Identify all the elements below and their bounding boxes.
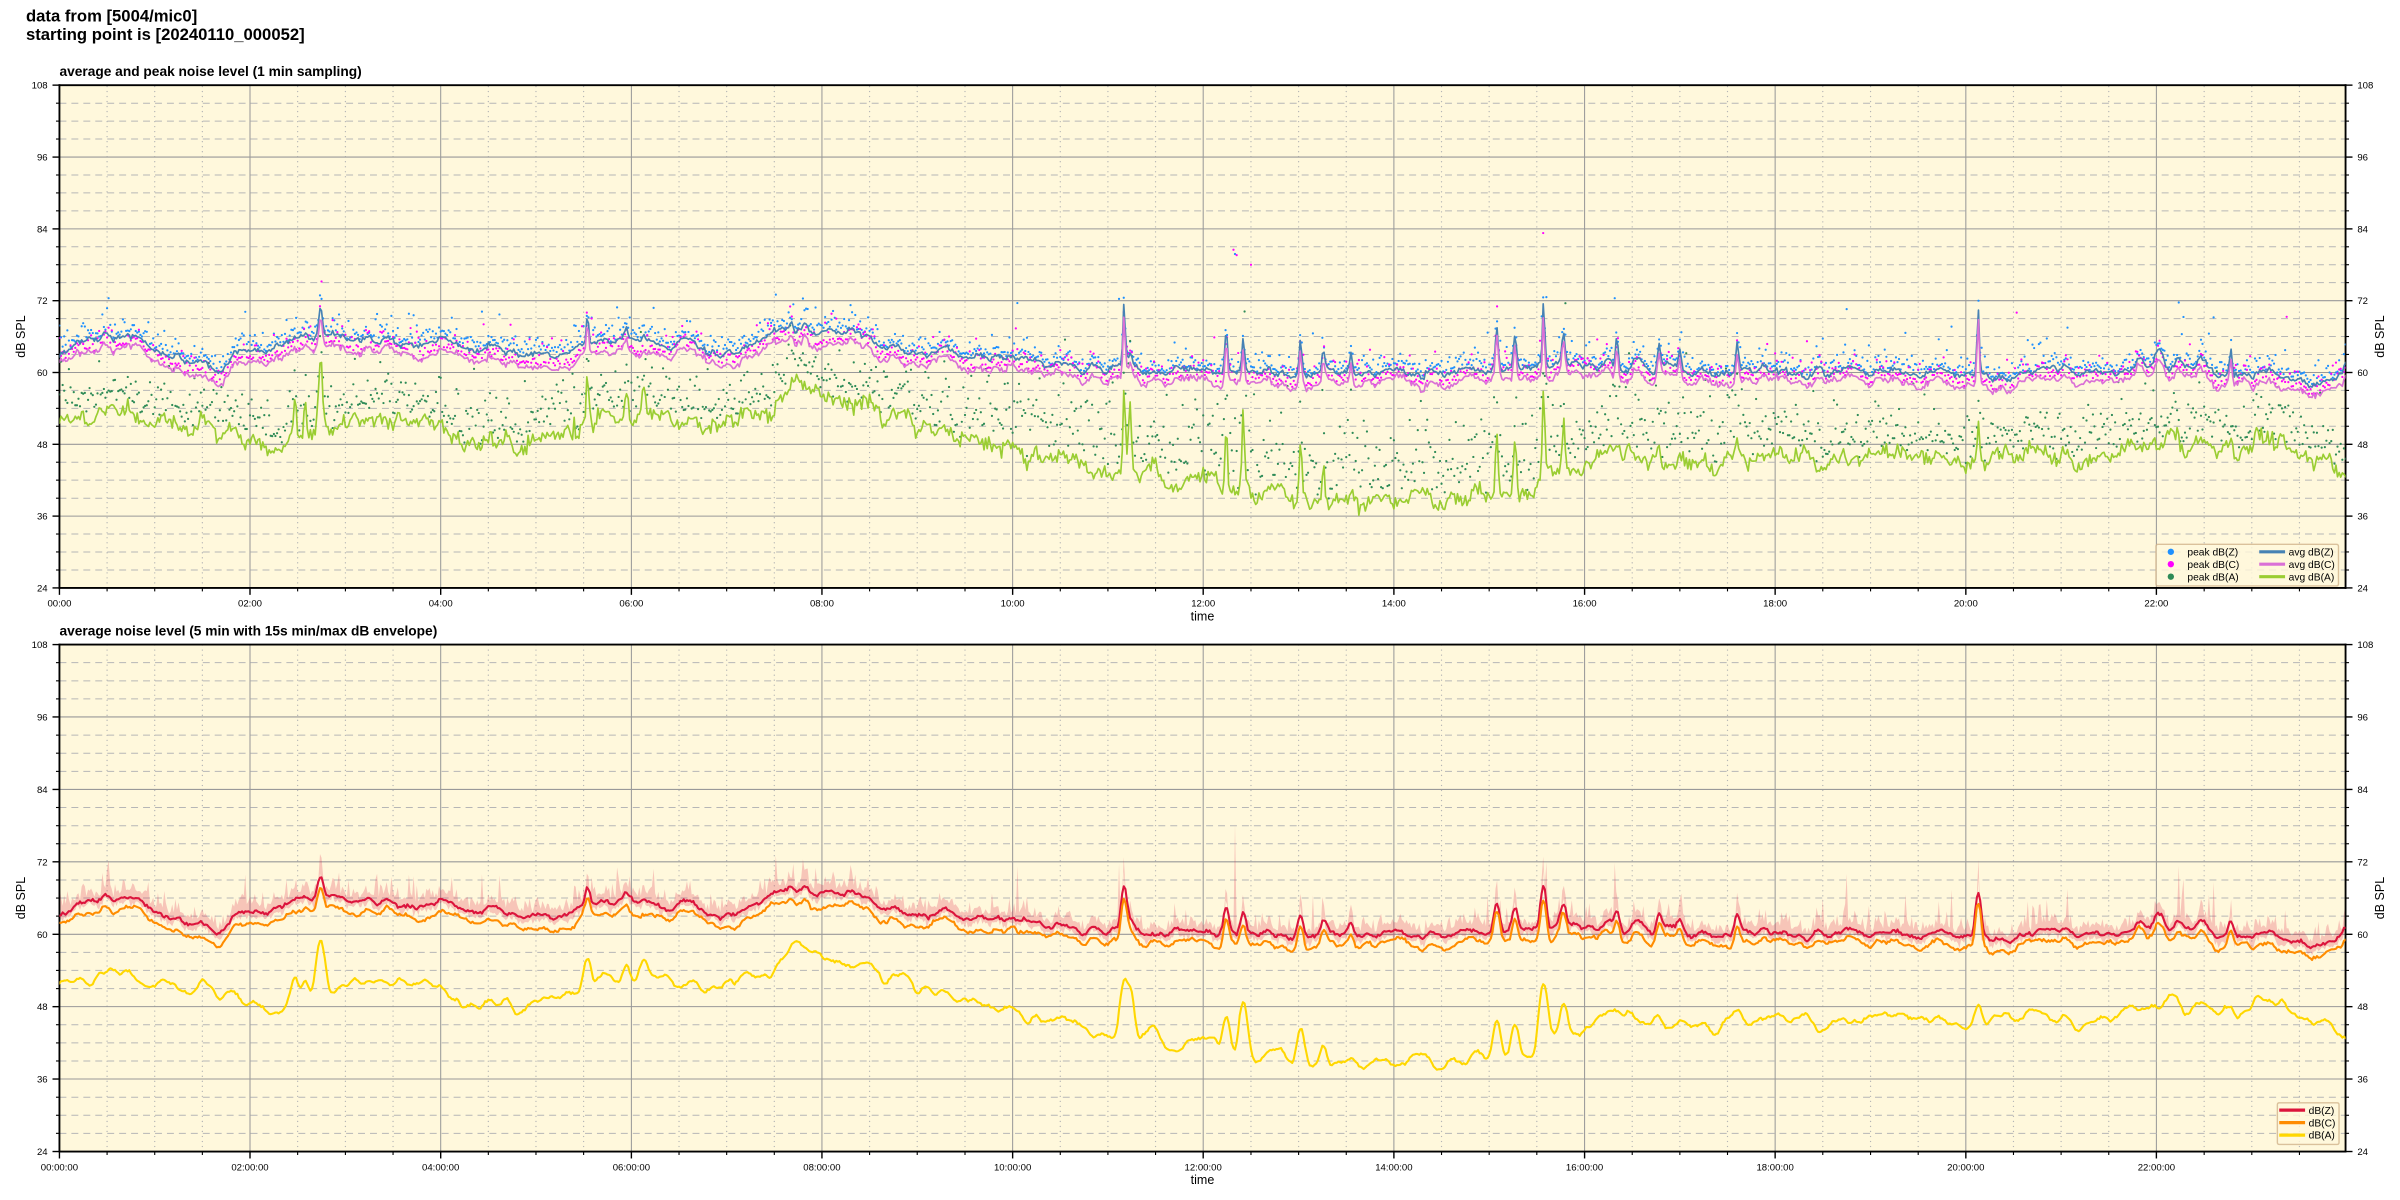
svg-text:16:00:00: 16:00:00 [1566, 1162, 1603, 1173]
svg-text:10:00: 10:00 [1001, 599, 1025, 610]
svg-text:22:00: 22:00 [2144, 599, 2168, 610]
svg-text:60: 60 [2357, 368, 2368, 379]
svg-text:dB SPL: dB SPL [2373, 877, 2387, 919]
svg-text:48: 48 [2357, 440, 2368, 451]
svg-text:02:00: 02:00 [238, 599, 262, 610]
svg-text:96: 96 [2357, 153, 2368, 164]
svg-text:72: 72 [2357, 857, 2368, 868]
svg-text:average noise level (5 min wit: average noise level (5 min with 15s min/… [59, 624, 437, 639]
svg-text:96: 96 [37, 712, 48, 723]
svg-text:12:00:00: 12:00:00 [1185, 1162, 1222, 1173]
svg-text:06:00: 06:00 [619, 599, 643, 610]
svg-text:peak dB(A): peak dB(A) [2187, 572, 2238, 583]
svg-text:data from [5004/mic0]: data from [5004/mic0] [26, 7, 197, 26]
svg-text:10:00:00: 10:00:00 [994, 1162, 1031, 1173]
svg-text:00:00: 00:00 [47, 599, 71, 610]
svg-text:08:00:00: 08:00:00 [803, 1162, 840, 1173]
svg-text:72: 72 [37, 857, 48, 868]
svg-text:avg dB(A): avg dB(A) [2289, 572, 2335, 583]
svg-text:14:00:00: 14:00:00 [1375, 1162, 1412, 1173]
svg-text:84: 84 [2357, 224, 2368, 235]
svg-text:06:00:00: 06:00:00 [613, 1162, 650, 1173]
svg-text:dB(Z): dB(Z) [2309, 1106, 2335, 1117]
svg-text:48: 48 [37, 440, 48, 451]
svg-text:02:00:00: 02:00:00 [231, 1162, 268, 1173]
svg-text:average and peak noise level (: average and peak noise level (1 min samp… [59, 64, 361, 79]
svg-text:108: 108 [2357, 640, 2373, 651]
svg-text:dB SPL: dB SPL [14, 877, 28, 919]
svg-text:starting point is [20240110_00: starting point is [20240110_000052] [26, 25, 305, 44]
svg-text:36: 36 [37, 512, 48, 523]
svg-text:24: 24 [37, 1147, 48, 1158]
svg-text:108: 108 [32, 81, 48, 92]
svg-text:peak dB(C): peak dB(C) [2187, 560, 2239, 571]
svg-text:dB SPL: dB SPL [2373, 315, 2387, 357]
svg-text:04:00: 04:00 [429, 599, 453, 610]
svg-text:36: 36 [2357, 512, 2368, 523]
svg-text:24: 24 [37, 583, 48, 594]
svg-text:48: 48 [2357, 1002, 2368, 1013]
svg-text:20:00:00: 20:00:00 [1947, 1162, 1984, 1173]
svg-text:00:00:00: 00:00:00 [41, 1162, 78, 1173]
svg-text:60: 60 [37, 368, 48, 379]
svg-text:avg dB(Z): avg dB(Z) [2289, 547, 2334, 558]
svg-text:dB(C): dB(C) [2309, 1118, 2336, 1129]
svg-text:04:00:00: 04:00:00 [422, 1162, 459, 1173]
svg-text:24: 24 [2357, 1147, 2368, 1158]
svg-text:14:00: 14:00 [1382, 599, 1406, 610]
svg-text:72: 72 [37, 296, 48, 307]
svg-text:time: time [1191, 609, 1215, 623]
svg-text:dB SPL: dB SPL [14, 315, 28, 357]
svg-text:48: 48 [37, 1002, 48, 1013]
svg-text:72: 72 [2357, 296, 2368, 307]
svg-text:20:00: 20:00 [1954, 599, 1978, 610]
svg-text:18:00:00: 18:00:00 [1756, 1162, 1793, 1173]
svg-text:16:00: 16:00 [1573, 599, 1597, 610]
svg-text:84: 84 [37, 785, 48, 796]
svg-text:36: 36 [37, 1075, 48, 1086]
svg-text:24: 24 [2357, 583, 2368, 594]
svg-text:108: 108 [2357, 81, 2373, 92]
svg-text:22:00:00: 22:00:00 [2138, 1162, 2175, 1173]
svg-text:12:00: 12:00 [1191, 599, 1215, 610]
svg-text:18:00: 18:00 [1763, 599, 1787, 610]
svg-text:96: 96 [2357, 712, 2368, 723]
svg-text:dB(A): dB(A) [2309, 1131, 2335, 1142]
svg-text:08:00: 08:00 [810, 599, 834, 610]
svg-text:peak dB(Z): peak dB(Z) [2187, 547, 2238, 558]
svg-text:60: 60 [2357, 930, 2368, 941]
svg-text:84: 84 [2357, 785, 2368, 796]
svg-text:84: 84 [37, 224, 48, 235]
svg-text:60: 60 [37, 930, 48, 941]
svg-text:108: 108 [32, 640, 48, 651]
svg-text:time: time [1191, 1173, 1215, 1187]
svg-text:96: 96 [37, 153, 48, 164]
svg-text:avg dB(C): avg dB(C) [2289, 560, 2335, 571]
svg-text:36: 36 [2357, 1075, 2368, 1086]
